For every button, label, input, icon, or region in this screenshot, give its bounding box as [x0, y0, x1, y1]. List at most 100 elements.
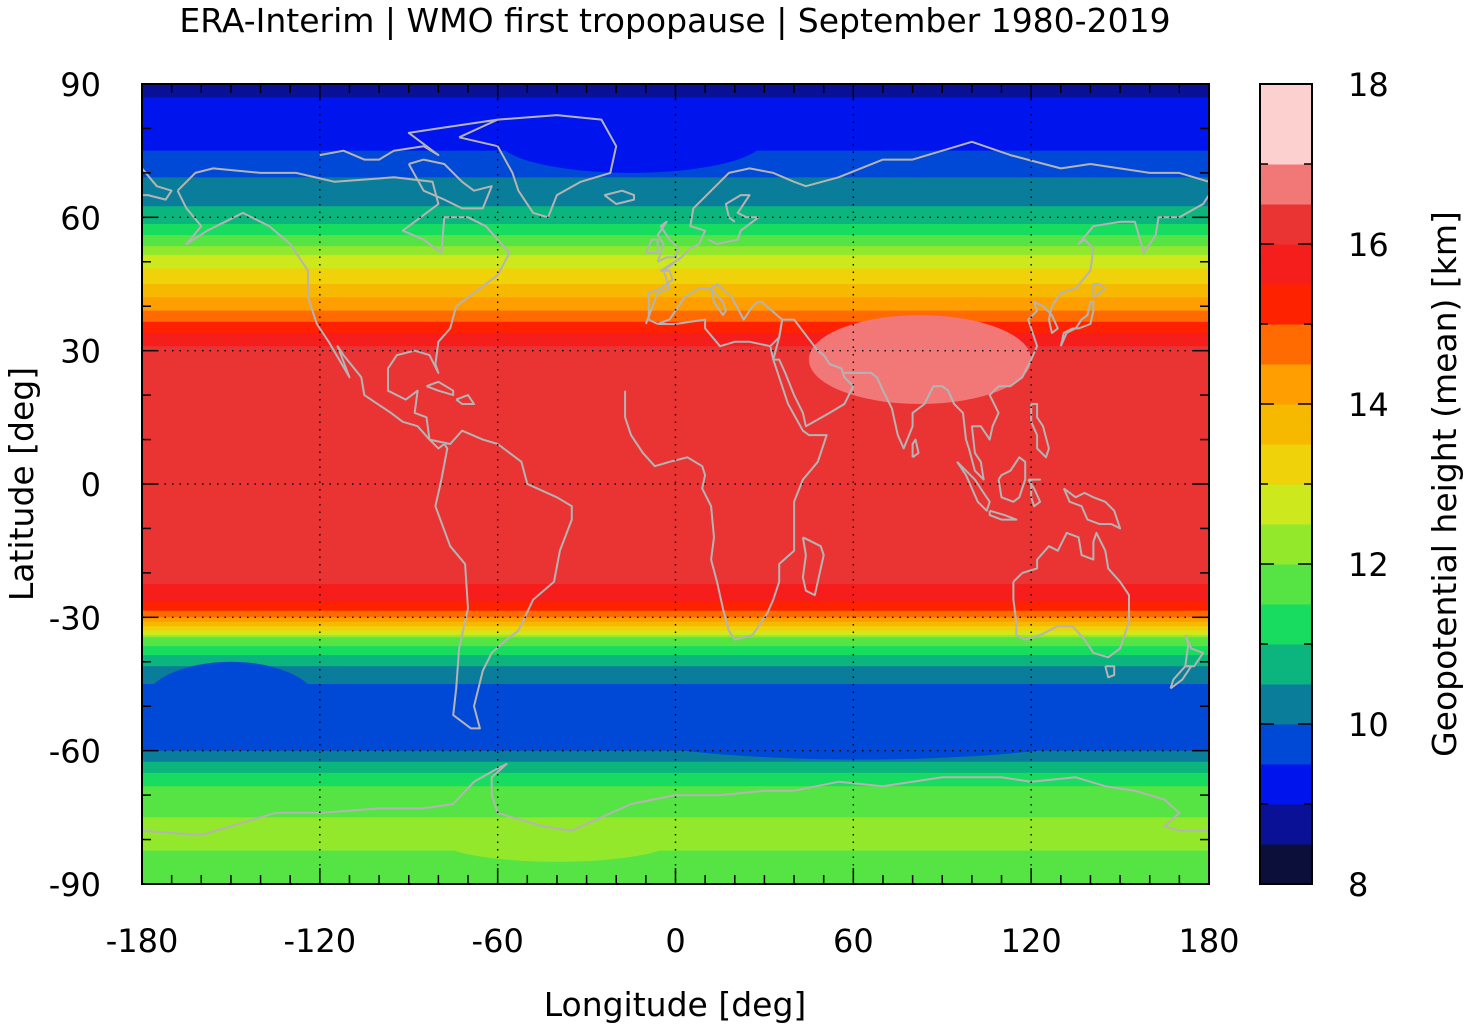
latitude-band	[142, 439, 1209, 443]
latitude-band	[142, 306, 1209, 310]
latitude-band	[142, 637, 1209, 641]
latitude-band	[142, 521, 1209, 525]
latitude-band	[142, 781, 1209, 785]
colorbar-title: Geopotential height (mean) [km]	[1425, 211, 1464, 757]
latitude-band	[142, 426, 1209, 430]
latitude-band	[142, 677, 1209, 681]
latitude-band	[142, 190, 1209, 194]
latitude-band	[142, 186, 1209, 190]
latitude-band	[142, 430, 1209, 434]
latitude-band	[142, 768, 1209, 772]
latitude-band	[142, 857, 1209, 861]
latitude-band	[142, 835, 1209, 838]
colorbar-segment	[1260, 804, 1312, 845]
latitude-band	[142, 475, 1209, 478]
latitude-band	[142, 759, 1209, 763]
latitude-band	[142, 257, 1209, 261]
map-plot-area	[142, 84, 1209, 884]
latitude-band	[142, 184, 1209, 187]
latitude-band	[142, 770, 1209, 774]
latitude-band	[142, 201, 1209, 205]
latitude-band	[142, 752, 1209, 756]
latitude-band	[142, 357, 1209, 361]
latitude-band	[142, 208, 1209, 212]
latitude-band	[142, 679, 1209, 683]
latitude-band	[142, 628, 1209, 632]
latitude-band	[142, 790, 1209, 794]
latitude-band	[142, 446, 1209, 450]
latitude-band	[142, 410, 1209, 414]
latitude-band	[142, 501, 1209, 505]
latitude-band	[142, 655, 1209, 658]
latitude-band	[142, 575, 1209, 578]
latitude-band	[142, 595, 1209, 598]
latitude-band	[142, 332, 1209, 336]
latitude-band	[142, 404, 1209, 407]
latitude-band	[142, 397, 1209, 401]
latitude-band	[142, 490, 1209, 494]
latitude-band	[142, 421, 1209, 425]
coastline	[911, 438, 920, 459]
colorbar-segment	[1260, 724, 1312, 765]
latitude-band	[142, 484, 1209, 487]
latitude-band	[142, 797, 1209, 801]
colorbar-tick-label: 18	[1348, 66, 1389, 104]
latitude-band	[142, 515, 1209, 518]
latitude-band	[142, 246, 1209, 250]
coastline	[644, 238, 659, 254]
latitude-band	[142, 815, 1209, 818]
latitude-band	[142, 535, 1209, 538]
latitude-band	[142, 228, 1209, 232]
coastline	[644, 140, 1209, 325]
latitude-band	[142, 212, 1209, 216]
latitude-band	[142, 610, 1209, 614]
latitude-band	[142, 812, 1209, 816]
latitude-band	[142, 424, 1209, 427]
latitude-band	[142, 757, 1209, 761]
latitude-band	[142, 681, 1209, 685]
latitude-band	[142, 657, 1209, 661]
latitude-band	[142, 639, 1209, 643]
latitude-band	[142, 584, 1209, 587]
coastline	[707, 194, 760, 245]
latitude-band	[142, 672, 1209, 676]
coastline	[1184, 634, 1205, 668]
latitude-band	[142, 250, 1209, 254]
latitude-band	[142, 801, 1209, 805]
colorbar-segment	[1260, 164, 1312, 205]
colorbar-tick-labels: 8 10 12 14 16 18	[1348, 66, 1389, 904]
latitude-band	[142, 379, 1209, 383]
latitude-band	[142, 599, 1209, 603]
latitude-band	[142, 621, 1209, 625]
latitude-band	[142, 206, 1209, 210]
latitude-band	[142, 819, 1209, 823]
latitude-band	[142, 557, 1209, 561]
latitude-band	[142, 326, 1209, 330]
latitude-band	[142, 388, 1209, 392]
latitude-band	[142, 670, 1209, 674]
latitude-band	[142, 861, 1209, 865]
latitude-band	[142, 361, 1209, 365]
colorbar-segment	[1260, 364, 1312, 405]
coastline	[1104, 665, 1116, 679]
colorbar-frame	[1259, 83, 1313, 885]
colorbar-segment	[1260, 644, 1312, 685]
colorbar-segment	[1260, 244, 1312, 285]
latitude-band	[142, 366, 1209, 370]
latitude-band	[142, 281, 1209, 285]
latitude-band	[142, 530, 1209, 534]
latitude-band	[142, 432, 1209, 436]
x-tick-label: -120	[284, 922, 357, 960]
latitude-band	[142, 235, 1209, 238]
y-tick-label: 60	[60, 199, 101, 237]
colorbar-tick-label: 16	[1348, 226, 1389, 264]
latitude-band	[142, 632, 1209, 636]
latitude-band	[142, 344, 1209, 347]
coastline	[657, 283, 784, 348]
latitude-band	[142, 777, 1209, 781]
latitude-band	[142, 288, 1209, 292]
latitude-band	[142, 415, 1209, 418]
latitude-band	[142, 850, 1209, 854]
latitude-band	[142, 237, 1209, 241]
x-tick-label: 0	[665, 922, 685, 960]
